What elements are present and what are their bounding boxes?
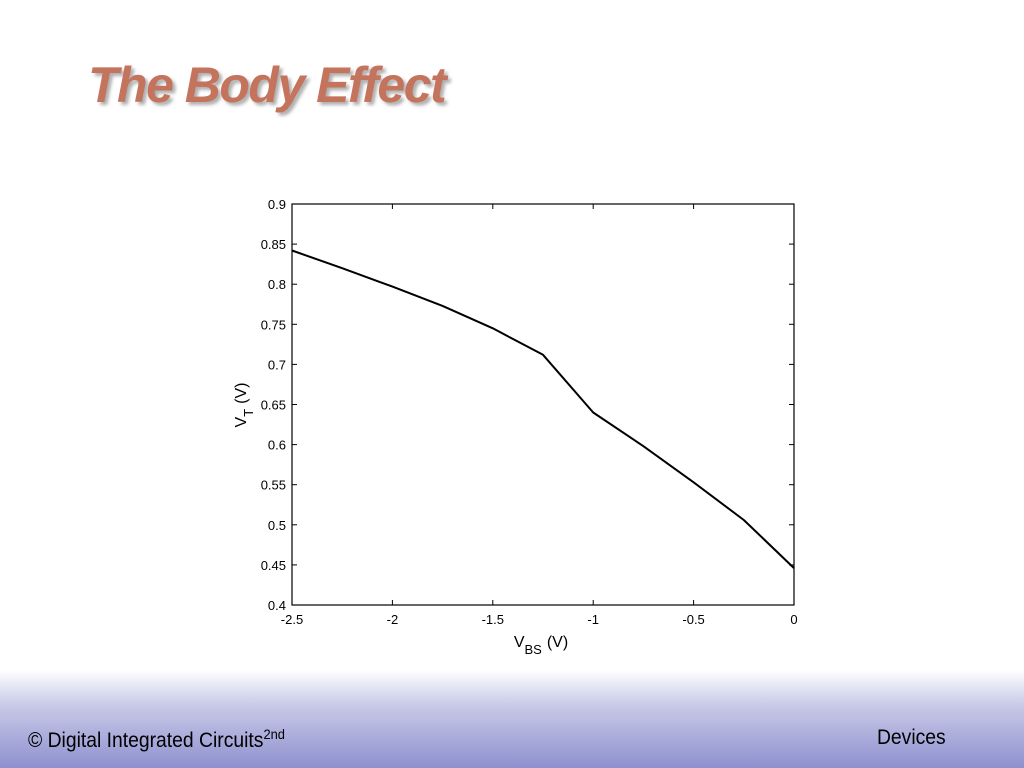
y-tick-label: 0.65 <box>261 398 286 413</box>
footer-copyright: © Digital Integrated Circuits2nd <box>28 726 285 753</box>
x-tick-labels: -2.5 -2 -1.5 -1 -0.5 0 <box>281 612 798 627</box>
y-tick-label: 0.8 <box>268 277 286 292</box>
y-tick-label: 0.5 <box>268 518 286 533</box>
y-tick-label: 0.9 <box>268 197 286 212</box>
footer-edition: 2nd <box>263 726 285 742</box>
x-axis-label: VBS (V) <box>514 634 568 657</box>
y-tick-label: 0.45 <box>261 558 286 573</box>
footer-copyright-text: © Digital Integrated Circuits <box>28 729 264 752</box>
x-axis-label-unit: (V) <box>547 634 568 651</box>
y-tick-labels: 0.4 0.45 0.5 0.55 0.6 0.65 0.7 0.75 0.8 0.85 0.9 <box>261 197 286 613</box>
plot-frame <box>291 203 795 606</box>
x-tick-label: 0 <box>790 612 797 627</box>
y-axis-label-main: V <box>233 416 250 427</box>
x-tick-label: -1.5 <box>482 612 504 627</box>
x-axis-label-sub: BS <box>525 642 543 657</box>
x-tick-label: -2.5 <box>281 612 303 627</box>
x-tick-label: -1 <box>587 612 599 627</box>
axis-ticks <box>291 203 795 606</box>
y-tick-label: 0.6 <box>268 438 286 453</box>
y-axis-label-sub: T <box>241 409 256 417</box>
x-tick-label: -0.5 <box>682 612 704 627</box>
x-axis-label-main: V <box>514 634 525 651</box>
y-axis-label-unit: (V) <box>233 383 250 404</box>
y-tick-label: 0.4 <box>268 598 286 613</box>
footer-bar <box>0 670 1024 768</box>
footer-section: Devices <box>877 726 946 749</box>
slide-title: The Body Effect <box>88 57 447 113</box>
y-axis-label: VT (V) <box>233 383 256 428</box>
x-tick-label: -2 <box>387 612 399 627</box>
y-tick-label: 0.7 <box>268 357 286 372</box>
vt-curve <box>291 249 795 569</box>
y-tick-label: 0.75 <box>261 317 286 332</box>
y-tick-label: 0.85 <box>261 237 286 252</box>
y-tick-label: 0.55 <box>261 478 286 493</box>
